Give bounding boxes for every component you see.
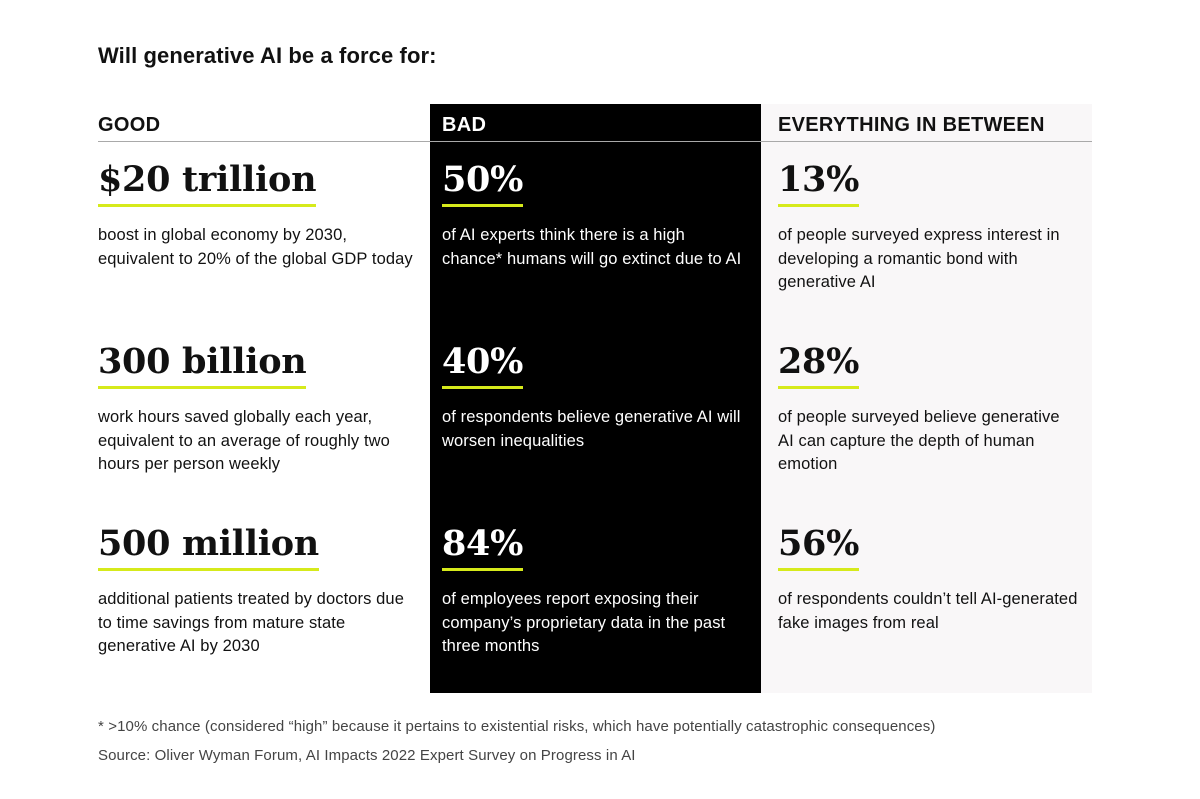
stat-value: 500 million bbox=[98, 522, 319, 571]
column-header-good: GOOD bbox=[98, 114, 161, 136]
column-header-bad: BAD bbox=[442, 114, 487, 136]
stat-value: 56% bbox=[778, 522, 859, 571]
stat-description: boost in global economy by 2030, equival… bbox=[98, 226, 413, 268]
footnote: * >10% chance (considered “high” because… bbox=[98, 718, 936, 735]
stat-card: 300 billion work hours saved globally ea… bbox=[98, 340, 418, 477]
stat-card: 13% of people surveyed express interest … bbox=[778, 158, 1098, 295]
stat-card: $20 trillion boost in global economy by … bbox=[98, 158, 418, 271]
stat-value: 300 billion bbox=[98, 340, 307, 389]
between-column-background bbox=[761, 104, 1092, 693]
stat-card: 56% of respondents couldn’t tell AI-gene… bbox=[778, 522, 1098, 635]
stat-value: 13% bbox=[778, 158, 859, 207]
source-citation: Source: Oliver Wyman Forum, AI Impacts 2… bbox=[98, 747, 636, 764]
stat-description: of respondents believe generative AI wil… bbox=[442, 408, 741, 450]
stat-card: 500 million additional patients treated … bbox=[98, 522, 418, 659]
stat-value: $20 trillion bbox=[98, 158, 317, 207]
header-divider bbox=[98, 141, 1092, 142]
bad-column-background bbox=[430, 104, 761, 693]
stat-card: 84% of employees report exposing their c… bbox=[442, 522, 762, 659]
stat-value: 40% bbox=[442, 340, 523, 389]
stat-description: work hours saved globally each year, equ… bbox=[98, 408, 390, 473]
stat-description: additional patients treated by doctors d… bbox=[98, 590, 404, 655]
stat-value: 84% bbox=[442, 522, 523, 571]
page-title: Will generative AI be a force for: bbox=[98, 43, 437, 68]
column-good: GOOD $20 trillion boost in global econom… bbox=[98, 104, 418, 693]
column-header-between: EVERYTHING IN BETWEEN bbox=[778, 114, 1045, 136]
stat-description: of people surveyed believe generative AI… bbox=[778, 408, 1060, 473]
column-between: EVERYTHING IN BETWEEN 13% of people surv… bbox=[761, 104, 1092, 693]
stat-description: of people surveyed express interest in d… bbox=[778, 226, 1060, 291]
stat-card: 50% of AI experts think there is a high … bbox=[442, 158, 762, 271]
stat-description: of employees report exposing their compa… bbox=[442, 590, 726, 655]
stat-description: of AI experts think there is a high chan… bbox=[442, 226, 742, 268]
stat-card: 28% of people surveyed believe generativ… bbox=[778, 340, 1098, 477]
column-bad: BAD 50% of AI experts think there is a h… bbox=[430, 104, 761, 693]
stat-card: 40% of respondents believe generative AI… bbox=[442, 340, 762, 453]
stat-value: 50% bbox=[442, 158, 523, 207]
stat-description: of respondents couldn’t tell AI-generate… bbox=[778, 590, 1078, 632]
stat-value: 28% bbox=[778, 340, 859, 389]
